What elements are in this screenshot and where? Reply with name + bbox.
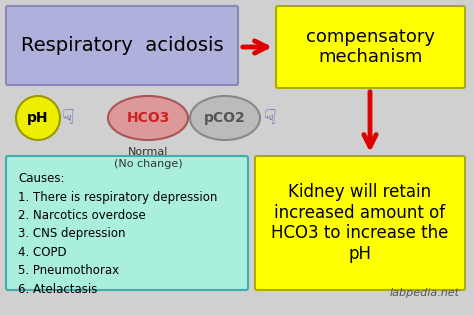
Text: pCO2: pCO2 bbox=[204, 111, 246, 125]
FancyBboxPatch shape bbox=[276, 6, 465, 88]
Text: HCO3: HCO3 bbox=[126, 111, 170, 125]
Text: ☟: ☟ bbox=[62, 108, 74, 128]
Text: pH: pH bbox=[27, 111, 49, 125]
Text: Kidney will retain
increased amount of
HCO3 to increase the
pH: Kidney will retain increased amount of H… bbox=[271, 183, 449, 263]
FancyBboxPatch shape bbox=[255, 156, 465, 290]
Text: labpedia.net: labpedia.net bbox=[390, 288, 460, 298]
Text: ☟: ☟ bbox=[264, 108, 276, 128]
Ellipse shape bbox=[16, 96, 60, 140]
FancyBboxPatch shape bbox=[6, 156, 248, 290]
Text: Causes:
1. There is respiratory depression
2. Narcotics overdose
3. CNS depressi: Causes: 1. There is respiratory depressi… bbox=[18, 172, 218, 296]
Text: Respiratory  acidosis: Respiratory acidosis bbox=[21, 36, 223, 55]
Ellipse shape bbox=[108, 96, 188, 140]
FancyBboxPatch shape bbox=[6, 6, 238, 85]
Text: Normal
(No change): Normal (No change) bbox=[114, 147, 182, 169]
Text: compensatory
mechanism: compensatory mechanism bbox=[306, 28, 435, 66]
Ellipse shape bbox=[190, 96, 260, 140]
